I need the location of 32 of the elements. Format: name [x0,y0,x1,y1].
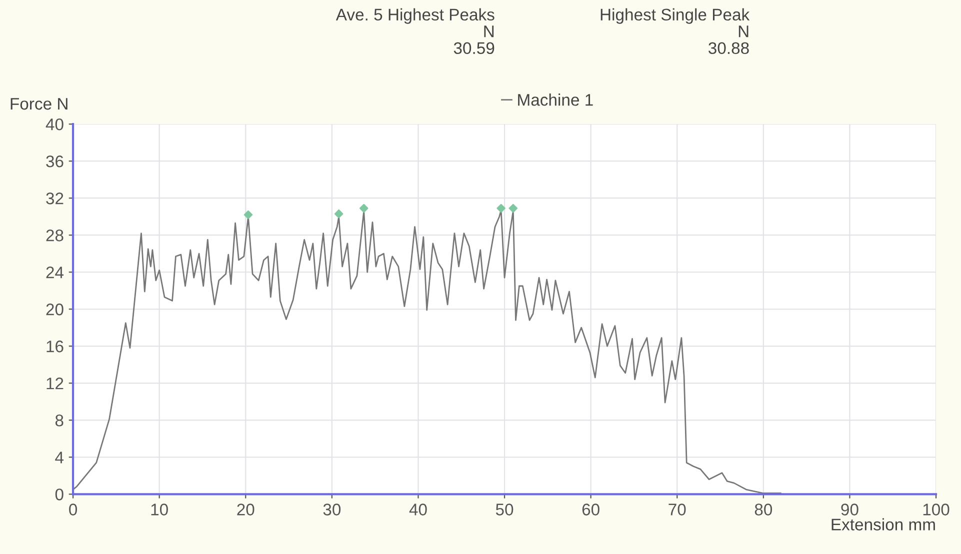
x-tick-label: 80 [754,504,772,516]
y-tick-label: 4 [55,452,64,464]
x-tick-label: 90 [841,504,858,516]
x-tick-label: 20 [237,504,254,516]
x-tick-label: 30 [323,504,341,516]
x-tick-label: 0 [69,504,78,516]
point [359,204,368,213]
point [334,209,344,218]
text: Highest Single Peak N 30.88 [600,8,750,54]
x-tick-label: 70 [668,504,686,516]
y-tick-label: 28 [46,230,64,242]
point [244,210,253,220]
text: Ave. 5 Highest Peaks N 30.59 [336,8,494,54]
y-tick-label: 0 [55,488,64,500]
y-tick-label: 16 [46,340,64,352]
y-tick-label: 8 [55,414,64,426]
x-tick-label: 60 [582,504,600,516]
y-tick-label: 12 [46,378,64,390]
y-axis-title: Force N [10,98,68,110]
x-tick-label: 100 [923,504,950,516]
x-tick-label: 50 [496,504,514,516]
y-tick-label: 24 [46,266,64,278]
point [496,204,506,213]
y-tick-label: 32 [46,192,64,204]
y-tick-label: 36 [46,156,64,168]
x-axis-title: Extension mm [832,518,935,530]
point [508,204,518,213]
y-tick-label: 40 [46,118,64,130]
x-tick-label: 10 [151,504,168,516]
x-tick-label: 40 [409,504,427,516]
legend-label: Machine 1 [518,94,593,106]
y-tick-label: 20 [46,304,64,316]
